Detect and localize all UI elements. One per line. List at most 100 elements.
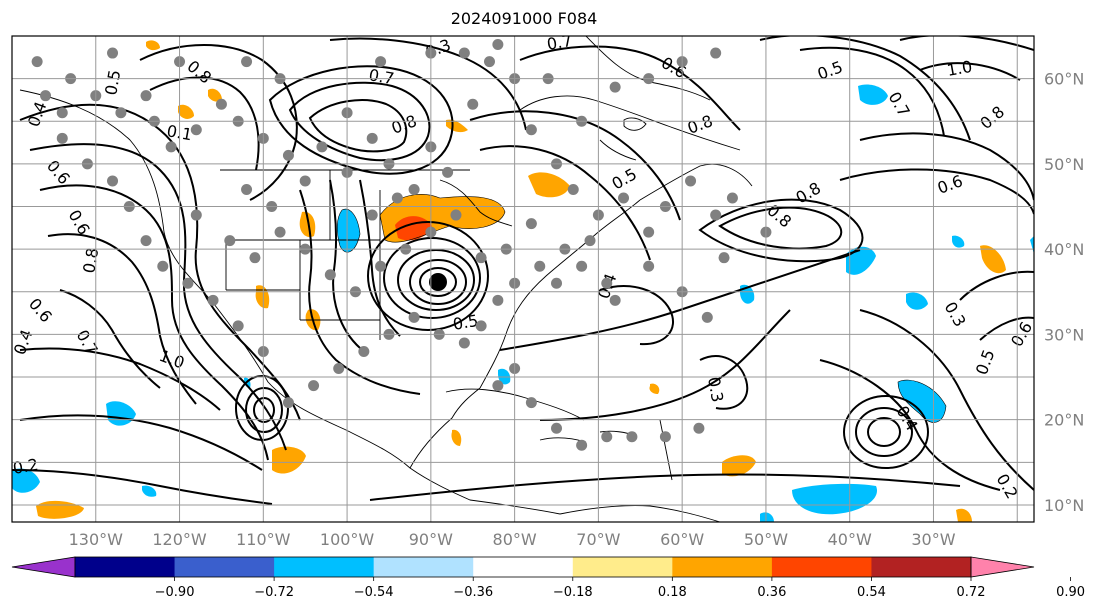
contour-label: 0.8 bbox=[79, 246, 102, 274]
station-dot bbox=[483, 56, 495, 68]
longitude-tick-label: 40°W bbox=[828, 530, 872, 549]
latitude-tick-label: 50°N bbox=[1044, 155, 1084, 174]
station-dot bbox=[584, 235, 596, 247]
colorbar-segment bbox=[174, 557, 275, 577]
station-dot bbox=[241, 56, 253, 68]
isoline-contours bbox=[12, 36, 1034, 505]
station-dot bbox=[525, 397, 537, 409]
station-dot bbox=[224, 235, 236, 247]
colorbar-segment bbox=[75, 557, 176, 577]
station-dot bbox=[643, 226, 655, 238]
colorbar-tick-label: −0.54 bbox=[354, 585, 394, 600]
station-dot bbox=[40, 90, 52, 102]
station-dot bbox=[56, 107, 68, 119]
station-dot bbox=[274, 226, 286, 238]
station-dot bbox=[458, 47, 470, 59]
contour-label: 0.3 bbox=[704, 375, 727, 403]
station-dot bbox=[701, 311, 713, 323]
station-dot bbox=[492, 294, 504, 306]
station-dot bbox=[391, 192, 403, 204]
colorbar-segment bbox=[572, 557, 673, 577]
station-dot bbox=[107, 175, 119, 187]
station-dot bbox=[467, 98, 479, 110]
station-dot bbox=[442, 166, 454, 178]
map-frame bbox=[11, 35, 1035, 523]
station-dot bbox=[316, 141, 328, 153]
colorbar-tick-label: −0.90 bbox=[155, 585, 195, 600]
colorbar-tick-label: 0.18 bbox=[658, 585, 687, 600]
station-dot bbox=[693, 422, 705, 434]
station-dot bbox=[626, 431, 638, 443]
station-dot bbox=[308, 380, 320, 392]
station-dot bbox=[643, 260, 655, 272]
station-dot bbox=[115, 107, 127, 119]
station-dot bbox=[659, 431, 671, 443]
longitude-tick-label: 30°W bbox=[911, 530, 955, 549]
station-dot bbox=[282, 149, 294, 161]
station-dot bbox=[601, 431, 613, 443]
contour-label: 1.0 bbox=[945, 57, 973, 80]
station-dot bbox=[718, 252, 730, 264]
station-dot bbox=[525, 218, 537, 230]
longitude-tick-label: 120°W bbox=[152, 530, 207, 549]
contour-label: 0.7 bbox=[367, 65, 395, 88]
station-dot bbox=[282, 397, 294, 409]
station-dot bbox=[408, 183, 420, 195]
latitude-labels: 60°N 50°N 40°N 30°N 20°N 10°N bbox=[1044, 70, 1084, 515]
station-dot bbox=[475, 320, 487, 332]
longitude-labels: 130°W 120°W 110°W 100°W 90°W 80°W 70°W 60°W 50°W… bbox=[69, 530, 956, 549]
colorbar-tick-label: 0.72 bbox=[957, 585, 986, 600]
station-dot bbox=[726, 192, 738, 204]
colorbar-segment bbox=[871, 557, 972, 577]
colorbar-tick-label: 0.54 bbox=[857, 585, 886, 600]
latitude-tick-label: 30°N bbox=[1044, 325, 1084, 344]
station-dot bbox=[551, 422, 563, 434]
station-dot bbox=[534, 260, 546, 272]
colorbar-tick-label: 0.90 bbox=[1056, 585, 1085, 600]
longitude-tick-label: 100°W bbox=[320, 530, 375, 549]
colorbar-tick-label: −0.72 bbox=[254, 585, 294, 600]
station-dot bbox=[576, 260, 588, 272]
colorbar-segment bbox=[771, 557, 872, 577]
station-dot bbox=[375, 260, 387, 272]
colorbar-segment bbox=[274, 557, 375, 577]
longitude-tick-label: 90°W bbox=[409, 530, 453, 549]
contour-label: 0.7 bbox=[545, 31, 573, 54]
colorbar-segment bbox=[473, 557, 574, 577]
longitude-tick-label: 80°W bbox=[493, 530, 537, 549]
station-dot bbox=[450, 209, 462, 221]
colorbar-lower-extension bbox=[11, 556, 76, 578]
station-dot bbox=[609, 81, 621, 93]
station-dot bbox=[458, 337, 470, 349]
station-dot bbox=[375, 56, 387, 68]
longitude-tick-label: 60°W bbox=[660, 530, 704, 549]
station-dot bbox=[551, 277, 563, 289]
station-dot bbox=[685, 175, 697, 187]
station-dot bbox=[710, 47, 722, 59]
station-dot bbox=[366, 209, 378, 221]
lat-lon-gridlines bbox=[12, 36, 1034, 522]
station-dot bbox=[190, 209, 202, 221]
station-dot bbox=[215, 98, 227, 110]
colorbar-tick-label: 0.36 bbox=[757, 585, 786, 600]
station-dot bbox=[576, 439, 588, 451]
station-dot bbox=[366, 132, 378, 144]
colorbar: −0.90 −0.72 −0.54 −0.36 −0.18 0.18 0.36 0.54 0.7… bbox=[11, 556, 1085, 600]
contour-label: 0.2 bbox=[11, 455, 39, 478]
station-dot bbox=[358, 345, 370, 357]
station-dot bbox=[182, 277, 194, 289]
station-dot bbox=[492, 380, 504, 392]
station-dot bbox=[207, 294, 219, 306]
colorbar-segment bbox=[373, 557, 474, 577]
colorbar-tick-label: −0.36 bbox=[453, 585, 493, 600]
station-dot bbox=[333, 363, 345, 375]
station-dot bbox=[492, 39, 504, 51]
station-dot bbox=[165, 141, 177, 153]
storm-center-marker bbox=[429, 273, 447, 291]
longitude-tick-label: 130°W bbox=[69, 530, 124, 549]
contour-label: 0.5 bbox=[451, 311, 479, 334]
map-title: 2024091000 F084 bbox=[450, 9, 598, 28]
station-dot bbox=[157, 260, 169, 272]
latitude-tick-label: 60°N bbox=[1044, 70, 1084, 89]
